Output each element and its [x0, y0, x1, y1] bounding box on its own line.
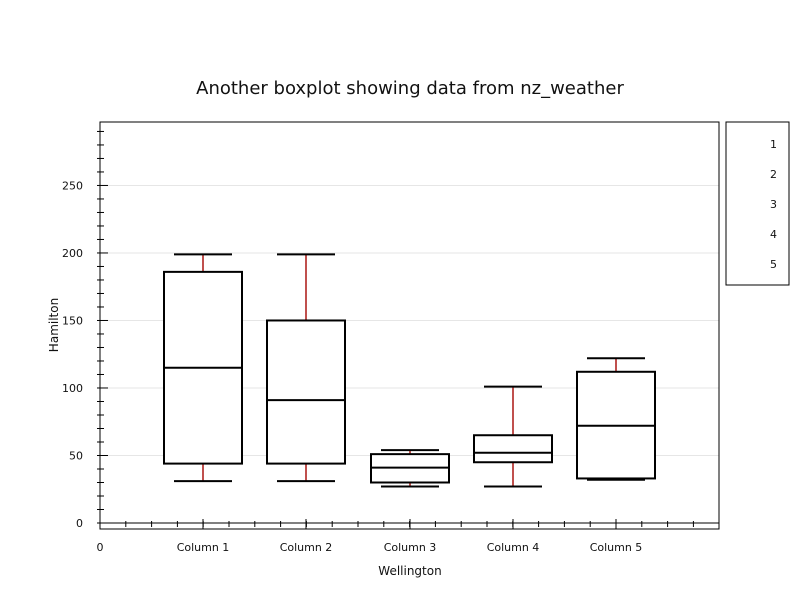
x-tick-label: Column 5	[590, 541, 643, 554]
legend-entry: 4	[770, 228, 777, 241]
y-tick-label: 100	[62, 382, 83, 395]
x-tick-label: Column 1	[177, 541, 230, 554]
x-tick-label: Column 4	[487, 541, 540, 554]
x-tick-label: 0	[97, 541, 104, 554]
y-tick-label: 0	[76, 517, 83, 530]
y-tick-label: 250	[62, 179, 83, 192]
box-group-5	[576, 357, 656, 481]
box-group-3	[370, 449, 450, 488]
legend: 1 2 3 4 5	[770, 138, 777, 271]
legend-box	[725, 121, 790, 286]
box-iqr	[473, 434, 553, 464]
box-group-1	[163, 253, 243, 483]
legend-entry: 3	[770, 198, 777, 211]
y-tick-label: 150	[62, 314, 83, 327]
y-tick-label: 50	[69, 449, 83, 462]
x-tick-label: Column 2	[280, 541, 333, 554]
y-axis: 0 50 100 150 200 250	[62, 122, 108, 530]
chart-title: Another boxplot showing data from nz_wea…	[196, 78, 624, 99]
y-axis-label: Hamilton	[47, 298, 61, 352]
box-group-4	[473, 385, 553, 488]
y-tick-label: 200	[62, 247, 83, 260]
box-group-2	[266, 253, 346, 483]
legend-entry: 2	[770, 168, 777, 181]
x-axis-label: Wellington	[378, 564, 441, 578]
boxes-group	[163, 253, 656, 488]
legend-entry: 5	[770, 258, 777, 271]
x-tick-label: Column 3	[384, 541, 437, 554]
box-iqr	[266, 319, 346, 465]
legend-entry: 1	[770, 138, 777, 151]
x-axis: 0 Column 1 Column 2 Column 3 Column 4 Column …	[97, 519, 719, 554]
